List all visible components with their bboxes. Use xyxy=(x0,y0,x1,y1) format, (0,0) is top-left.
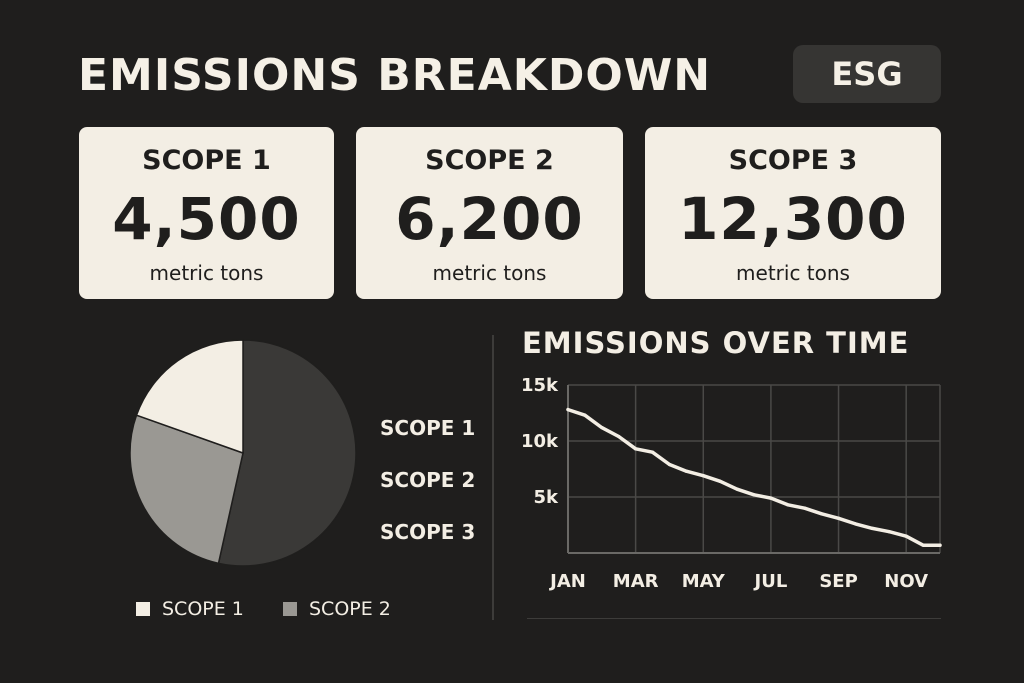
x-tick-label-nov: NOV xyxy=(884,571,928,592)
pie-slice-scope-3 xyxy=(217,339,357,567)
x-tick-label-may: MAY xyxy=(682,571,726,592)
x-tick-label-jul: JUL xyxy=(753,571,788,592)
emissions-series-line xyxy=(566,407,942,547)
scope-2-label: SCOPE 2 xyxy=(425,145,554,176)
x-tick-label-sep: SEP xyxy=(819,571,857,592)
section-divider xyxy=(492,335,494,620)
scope-1-label: SCOPE 1 xyxy=(142,145,271,176)
emissions-data-point-14 xyxy=(803,506,807,510)
emissions-data-point-1 xyxy=(583,413,587,417)
emissions-data-point-11 xyxy=(752,493,756,497)
emissions-data-point-22 xyxy=(938,543,942,547)
esg-badge: ESG xyxy=(793,45,941,103)
pie-legend-scope-3: SCOPE 3 xyxy=(380,520,476,544)
emissions-data-point-19 xyxy=(887,530,891,534)
emissions-data-point-13 xyxy=(786,503,790,507)
y-tick-label-15k: 15k xyxy=(521,375,559,396)
scope-2-unit: metric tons xyxy=(432,261,547,285)
bottom-legend-scope-1: SCOPE 1 xyxy=(136,598,244,620)
x-tick-label-jan: JAN xyxy=(548,571,586,592)
chart-bottom-rule xyxy=(527,618,941,619)
emissions-data-point-17 xyxy=(853,522,858,526)
emissions-pie-chart xyxy=(129,339,357,567)
scope-3-unit: metric tons xyxy=(736,261,850,285)
page-title: EMISSIONS BREAKDOWN xyxy=(78,50,712,101)
emissions-line-chart: 15k 10k 5k JAN MAR MAY JUL SEP NOV xyxy=(521,375,942,592)
x-tick-label-mar: MAR xyxy=(613,571,659,592)
emissions-data-point-16 xyxy=(836,516,841,520)
bottom-legend-scope-2: SCOPE 2 xyxy=(283,598,391,620)
emissions-data-point-2 xyxy=(600,425,604,430)
line-chart-title: EMISSIONS OVER TIME xyxy=(522,326,910,360)
emissions-data-point-6 xyxy=(667,462,672,467)
scope-2-swatch-icon xyxy=(283,602,297,616)
emissions-data-point-20 xyxy=(904,534,908,538)
pie-legend-scope-1: SCOPE 1 xyxy=(380,416,476,440)
y-tick-label-5k: 5k xyxy=(534,487,560,508)
emissions-data-point-21 xyxy=(921,543,925,547)
scope-1-unit: metric tons xyxy=(149,261,264,285)
scope-3-label: SCOPE 3 xyxy=(728,145,858,176)
pie-slice-scope-2 xyxy=(129,414,244,565)
emissions-data-point-10 xyxy=(735,487,739,491)
emissions-data-point-7 xyxy=(684,469,688,473)
scope-2-card: SCOPE 2 6,200 metric tons xyxy=(356,127,623,299)
pie-legend-scope-2: SCOPE 2 xyxy=(380,468,476,492)
emissions-data-point-8 xyxy=(701,474,705,478)
scope-2-value: 6,200 xyxy=(395,185,584,253)
bottom-legend-scope-1-label: SCOPE 1 xyxy=(162,598,244,620)
y-tick-label-10k: 10k xyxy=(521,431,559,452)
emissions-data-point-0 xyxy=(566,408,570,412)
emissions-data-point-15 xyxy=(820,512,824,516)
pie-slice-scope-1 xyxy=(135,339,244,455)
bottom-legend-scope-2-label: SCOPE 2 xyxy=(309,598,391,620)
emissions-data-point-3 xyxy=(617,434,621,439)
scope-1-value: 4,500 xyxy=(112,185,301,253)
emissions-data-point-12 xyxy=(769,496,773,500)
scope-1-swatch-icon xyxy=(136,602,150,616)
emissions-data-point-18 xyxy=(870,526,874,530)
emissions-data-point-9 xyxy=(718,479,722,483)
scope-3-value: 12,300 xyxy=(678,185,908,253)
emissions-data-point-5 xyxy=(650,450,655,454)
scope-1-card: SCOPE 1 4,500 metric tons xyxy=(79,127,334,299)
scope-3-card: SCOPE 3 12,300 metric tons xyxy=(645,127,941,299)
emissions-data-point-4 xyxy=(634,447,638,451)
